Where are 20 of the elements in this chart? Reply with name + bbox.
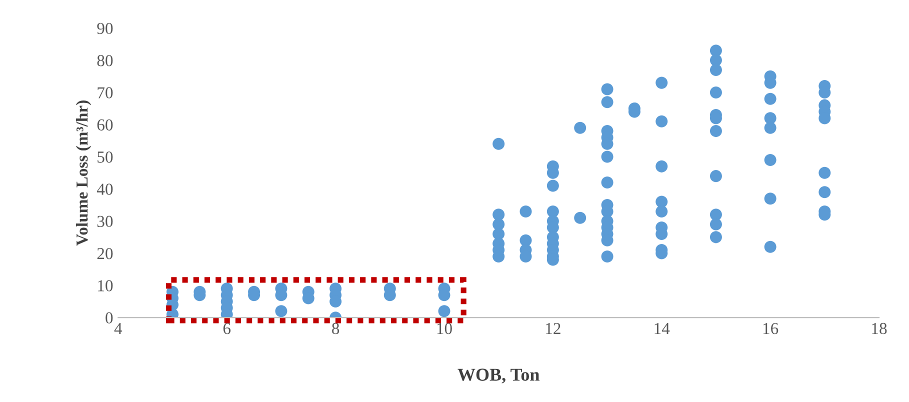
x-axis-title: WOB, Ton [458, 368, 540, 384]
x-tick-label: 16 [763, 322, 778, 334]
y-tick-label: 40 [96, 184, 113, 195]
y-tick-label: 20 [97, 248, 113, 260]
y-axis-title: Volume Loss (m³/hr) [76, 100, 92, 246]
y-tick-label: 90 [97, 22, 113, 34]
x-tick-label: 6 [223, 322, 231, 334]
y-tick-label: 10 [98, 280, 113, 292]
y-tick-label: 80 [97, 55, 113, 66]
x-tick-label: 8 [332, 322, 340, 334]
x-tick-label: 4 [114, 323, 122, 334]
y-tick-label: 30 [97, 216, 113, 228]
y-tick-label: 0 [106, 312, 113, 324]
x-tick-label: 10 [437, 322, 452, 334]
y-tick-label: 50 [98, 151, 113, 163]
x-tick-label: 18 [872, 322, 887, 334]
y-tick-label: 70 [98, 87, 113, 98]
y-tick-label: 60 [97, 119, 113, 131]
x-tick-label: 12 [546, 322, 560, 334]
x-tick-label: 14 [654, 323, 670, 334]
